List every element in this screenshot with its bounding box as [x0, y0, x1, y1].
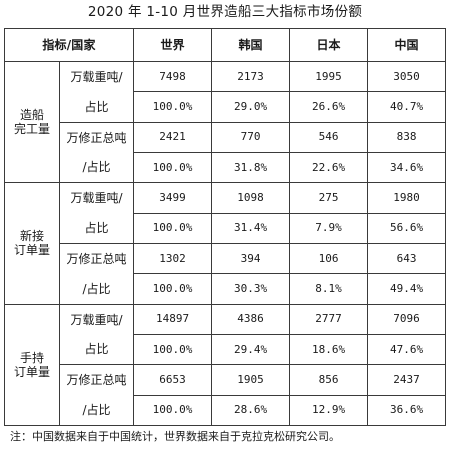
value-cell-korea: 2173: [211, 60, 291, 93]
value-cell-world: 3499: [133, 182, 213, 214]
metric-label-cell: 占比: [58, 91, 135, 123]
header-row: 指标/国家 世界 韩国 日本 中国: [3, 28, 447, 62]
share-cell-china: 36.6%: [367, 394, 447, 427]
table-row: 万修正总吨 6653 1905 856 2437: [5, 364, 447, 396]
table-row: 万修正总吨 2421 770 546 838: [5, 121, 447, 153]
share-cell-china: 34.6%: [367, 151, 447, 184]
value-cell-korea: 1905: [211, 364, 291, 396]
share-cell-korea: 31.4%: [211, 212, 291, 244]
section-name-cell: 新接 订单量: [4, 182, 60, 305]
share-cell-japan: 22.6%: [289, 151, 369, 184]
header-china: 中国: [367, 28, 447, 62]
metric-label-cell: 万修正总吨: [58, 242, 135, 274]
value-cell-china: 3050: [367, 60, 447, 93]
value-cell-world: 6653: [133, 364, 213, 396]
section-name-line: 新接: [19, 229, 44, 244]
value-cell-japan: 2777: [289, 303, 369, 335]
metric-label-cell: 万载重吨/: [58, 303, 135, 335]
share-cell-world: 100.0%: [133, 212, 213, 244]
table-row: 手持 订单量 万载重吨/14897 4386 2777 7096: [4, 303, 447, 427]
share-cell-china: 40.7%: [367, 91, 447, 123]
section-name-line: 手持: [19, 350, 44, 365]
value-cell-world: 2421: [133, 121, 213, 153]
value-cell-china: 643: [367, 242, 447, 275]
table-row: /占比 100.0% 31.8% 22.6% 34.6%: [5, 151, 447, 184]
metric-label-cell: 万载重吨/: [58, 182, 135, 214]
share-cell-korea: 29.4%: [211, 333, 291, 366]
table-row: /占比 100.0% 30.3% 8.1% 49.4%: [5, 273, 447, 305]
metric-label-cell: /占比: [58, 395, 135, 427]
share-cell-korea: 31.8%: [211, 151, 291, 184]
section-name-line: 完工量: [13, 122, 50, 137]
section-name-line: 造船: [19, 108, 44, 123]
value-cell-world: 1302: [133, 242, 213, 275]
share-cell-japan: 8.1%: [289, 273, 369, 305]
value-cell-japan: 856: [289, 364, 369, 396]
metric-label-cell: 万载重吨/: [58, 60, 135, 92]
value-cell-world: 7498: [133, 60, 213, 93]
value-cell-korea: 770: [211, 121, 291, 153]
share-cell-world: 100.0%: [133, 151, 213, 184]
value-cell-korea: 1098: [211, 182, 291, 214]
share-cell-china: 47.6%: [367, 333, 447, 366]
share-cell-japan: 18.6%: [289, 333, 369, 366]
document-title: 2020 年 1-10 月世界造船三大指标市场份额: [87, 4, 363, 20]
table-row: 占比 100.0% 29.0% 26.6% 40.7%: [5, 91, 447, 123]
table-row: 占比 100.0% 31.4% 7.9% 56.6%: [5, 212, 447, 244]
header-world: 世界: [133, 28, 213, 62]
table-row: 造船 完工量 万载重吨/7498 2173 1995 3050: [4, 60, 447, 184]
value-cell-japan: 1995: [289, 60, 369, 93]
metric-label-cell: 占比: [58, 213, 135, 244]
value-cell-china: 1980: [367, 182, 447, 214]
table-row: 万修正总吨 1302 394 106 643: [5, 242, 447, 275]
header-korea: 韩国: [211, 28, 291, 62]
value-cell-korea: 394: [211, 242, 291, 275]
metric-label-cell: /占比: [58, 273, 135, 305]
share-cell-korea: 29.0%: [211, 91, 291, 123]
value-cell-korea: 4386: [211, 303, 291, 335]
share-cell-japan: 7.9%: [289, 212, 369, 244]
share-cell-japan: 12.9%: [289, 394, 369, 427]
value-cell-japan: 275: [289, 182, 369, 214]
share-cell-world: 100.0%: [133, 333, 213, 366]
value-cell-china: 838: [367, 121, 447, 153]
metric-label-cell: /占比: [58, 152, 135, 184]
share-cell-korea: 28.6%: [211, 394, 291, 427]
value-cell-china: 7096: [367, 303, 447, 335]
value-cell-japan: 546: [289, 121, 369, 153]
section-name-line: 订单量: [13, 243, 50, 258]
share-cell-world: 100.0%: [133, 394, 213, 427]
share-cell-china: 49.4%: [367, 273, 447, 305]
value-cell-china: 2437: [367, 364, 447, 396]
table-row: 新接 订单量 万载重吨/3499 1098 275 1980: [4, 182, 447, 305]
metric-label-cell: 占比: [58, 334, 135, 366]
section-name-cell: 造船 完工量: [4, 60, 60, 184]
share-cell-china: 56.6%: [367, 212, 447, 244]
share-cell-world: 100.0%: [133, 273, 213, 305]
table-row: 占比 100.0% 29.4% 18.6% 47.6%: [5, 333, 447, 366]
share-cell-japan: 26.6%: [289, 91, 369, 123]
share-cell-korea: 30.3%: [211, 273, 291, 305]
share-cell-world: 100.0%: [133, 91, 213, 123]
value-cell-japan: 106: [289, 242, 369, 275]
metric-label-cell: 万修正总吨: [58, 121, 135, 153]
metric-label-cell: 万修正总吨: [58, 364, 135, 396]
source-note: 注：中国数据来自于中国统计，世界数据来自于克拉克松研究公司。: [10, 430, 340, 443]
section-name-cell: 手持 订单量: [4, 303, 60, 427]
market-share-table: 指标/国家 世界 韩国 日本 中国 造船 完工量 万载重吨/7498 2173 1995…: [3, 28, 447, 427]
section-name-line: 订单量: [13, 364, 50, 379]
value-cell-world: 14897: [133, 303, 213, 335]
header-japan: 日本: [289, 28, 369, 62]
table-row: /占比 100.0% 28.6% 12.9% 36.6%: [5, 394, 447, 427]
header-indicator-country: 指标/国家: [3, 28, 135, 62]
